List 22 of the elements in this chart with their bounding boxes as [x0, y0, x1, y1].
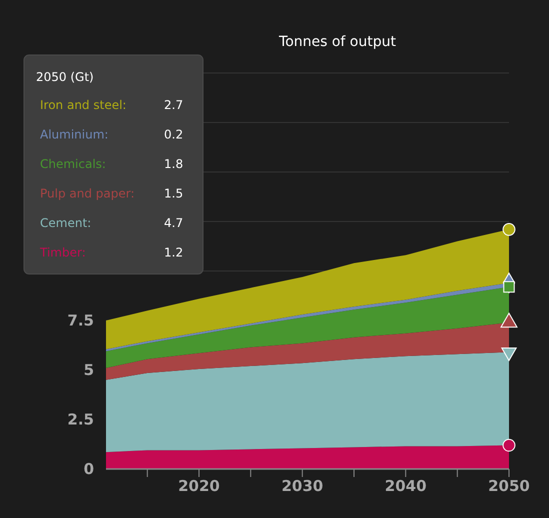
y-tick-label: 0 — [84, 460, 94, 478]
x-tick-label: 2020 — [178, 477, 220, 495]
text: Timber: — [39, 246, 86, 260]
text: Aluminium: — [40, 128, 108, 142]
y-tick-label: 7.5 — [67, 312, 94, 330]
annotation: 1.8 — [164, 157, 184, 171]
annotation: 0.2 — [164, 128, 184, 142]
annotation: 1.2 — [164, 246, 184, 260]
text: Chemicals: — [40, 157, 106, 171]
annotation: 1.5 — [164, 186, 184, 200]
text: Cement: — [40, 216, 92, 230]
text: Pulp and paper: — [40, 186, 135, 200]
y-tick-label: 2.5 — [67, 410, 94, 428]
text: Iron and steel: — [40, 98, 126, 112]
chart-title: Tonnes of output — [278, 34, 396, 50]
y-tick-label: 5 — [84, 361, 94, 379]
x-tick-label: 2040 — [384, 477, 427, 495]
legend-title: 2050 (Gt) — [36, 70, 94, 84]
x-tick-label: 2030 — [281, 477, 324, 495]
x-tick-label: 2050 — [488, 477, 530, 495]
annotation: 2.7 — [164, 98, 184, 112]
annotation: 4.7 — [164, 216, 184, 230]
